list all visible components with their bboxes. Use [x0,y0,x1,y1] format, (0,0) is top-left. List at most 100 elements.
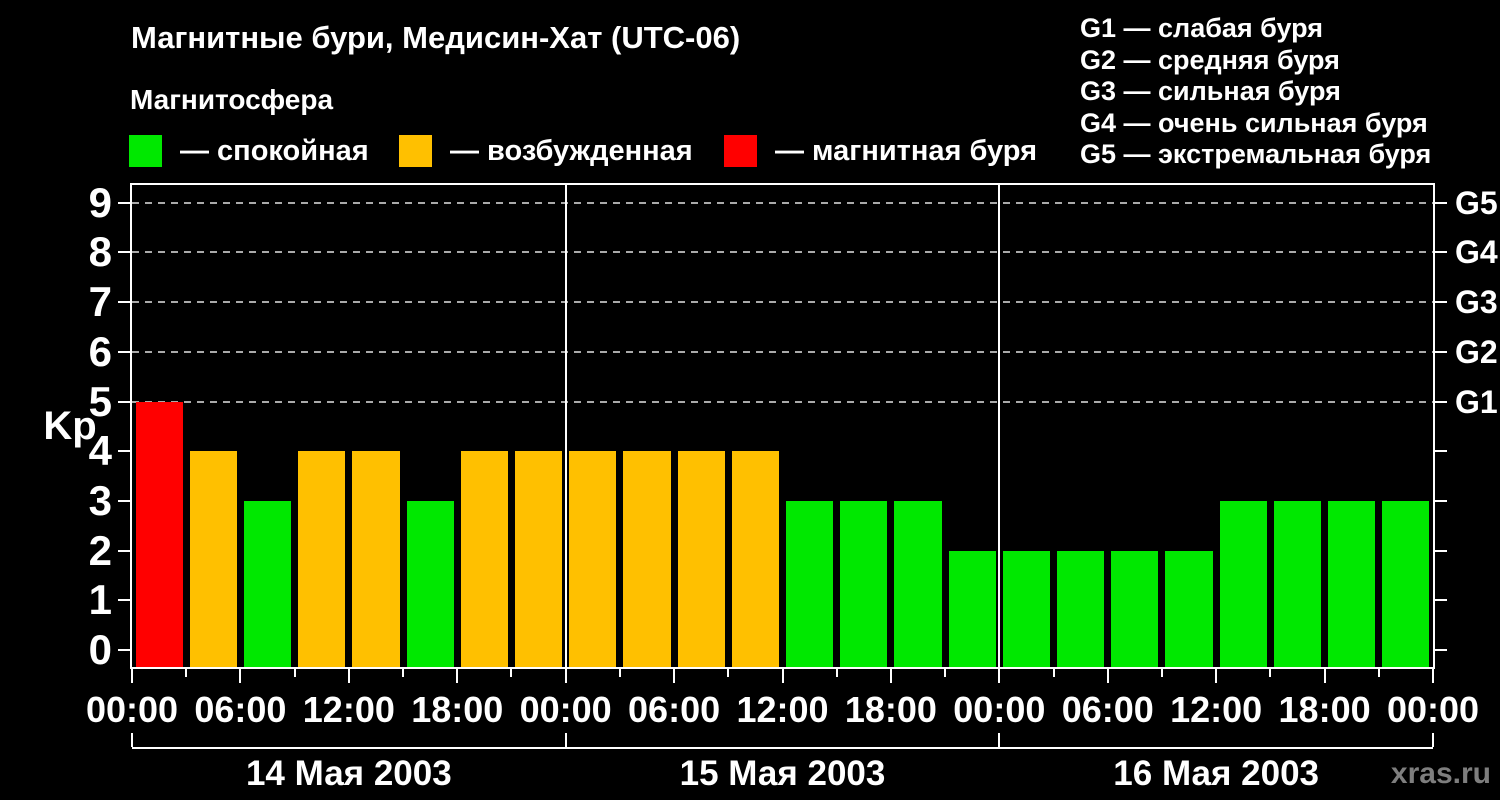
legend-item-unsettled: — возбужденная [399,135,693,167]
y-tick-right [1435,599,1447,602]
date-label: 14 Мая 2003 [245,754,452,793]
y-tick-label: 3 [88,476,112,524]
x-tick [1323,667,1326,683]
magnetosphere-label: Магнитосфера [130,84,334,115]
kp-bar [1382,500,1430,667]
y-tick-left [118,599,130,602]
gridline-kp7 [132,301,1433,304]
x-tick [1432,667,1434,683]
kp-bar [786,500,834,667]
y-tick-right [1435,301,1447,304]
kp-bar [1111,550,1159,667]
kp-bar [514,451,563,667]
y-tick-left [118,450,130,453]
y-tick-label: 7 [88,278,112,326]
gscale-line-g1: G1 — слабая буря [1080,13,1324,43]
y-tick-label: 2 [88,526,112,574]
g-level-label: G2 [1455,333,1498,370]
x-tick-label: 06:00 [1061,689,1154,730]
kp-bar [135,401,183,667]
x-tick-label: 12:00 [302,689,395,730]
y-tick-right [1435,251,1447,254]
day-separator [564,185,567,667]
x-tick-label: 18:00 [844,689,937,730]
kp-bar [1219,500,1267,667]
x-tick [510,667,513,677]
y-tick-label: 9 [88,178,112,226]
kp-bar [298,451,346,667]
x-tick [347,667,350,683]
date-label: 16 Мая 2003 [1113,754,1320,793]
legend-item-quiet: — спокойная [129,135,369,167]
y-tick-right [1435,649,1447,651]
kp-bar [460,451,508,667]
y-tick-label: 6 [88,327,112,375]
kp-bar [840,500,888,667]
kp-bar [1002,550,1051,667]
kp-bar [1328,500,1376,667]
watermark: xras.ru [1390,757,1491,790]
kp-bar [1273,500,1322,667]
y-tick-left [118,350,130,353]
x-tick-label: 12:00 [736,689,829,730]
x-tick [1269,667,1272,677]
date-bracket-tick [564,733,567,747]
x-tick-label: 00:00 [519,689,612,730]
plot-area: Kp 0 1 2 3 4 5 6 7 8 9 G1 G2 G3 G4 G5 00:00 06:00 12:00 18… [43,181,1497,791]
legend-label-unsettled: — возбужденная [450,135,693,167]
x-tick [673,667,676,683]
y-tick-right [1435,499,1447,502]
x-tick [185,667,188,677]
gscale-line-g2: G2 — средняя буря [1080,44,1340,75]
x-tick [618,667,621,677]
date-label: 15 Мая 2003 [679,754,886,793]
kp-bar [894,500,942,667]
gridline-kp9 [132,201,1433,204]
g-level-label: G4 [1455,234,1498,271]
kp-bar [1057,550,1105,667]
legend-label-quiet: — спокойная [180,135,369,167]
y-tick-left [118,251,130,254]
kp-bar [243,500,292,667]
x-tick-label: 18:00 [1278,689,1371,730]
y-tick-right [1435,549,1447,552]
kp-bar [623,451,671,667]
x-tick [1106,667,1109,683]
legend-item-storm: — магнитная буря [724,135,1037,167]
kp-bar [569,451,617,667]
x-tick [1052,667,1055,677]
kp-bar [352,451,400,667]
y-tick-right [1435,400,1447,403]
x-tick [835,667,838,677]
y-tick-left [118,201,130,204]
kp-bar [406,500,454,667]
gridline-kp5 [132,400,1433,403]
x-tick [131,667,133,683]
y-tick-right [1435,350,1447,353]
date-bracket-tick [998,733,1001,747]
day-separator [998,185,1001,667]
x-tick [781,667,784,683]
date-bracket-line [132,747,1433,749]
x-tick-label: 18:00 [411,689,504,730]
x-tick [1160,667,1163,677]
x-tick [1377,667,1380,677]
x-tick [1215,667,1218,683]
y-tick-left [118,400,130,403]
g-level-label: G3 [1455,284,1498,321]
y-tick-label: 8 [88,228,112,276]
x-tick-label: 00:00 [1386,689,1480,730]
kp-bar [677,451,725,667]
y-tick-right [1435,201,1447,204]
y-tick-label: 0 [88,626,112,673]
gscale-line-g4: G4 — очень сильная буря [1080,107,1428,138]
quiet-color-swatch [129,135,162,167]
x-tick-label: 06:00 [194,689,287,730]
gridline-kp6 [132,350,1433,353]
kp-bar [189,451,237,667]
y-tick-label: 5 [88,377,112,425]
storm-color-swatch [724,135,757,167]
x-tick [998,667,1001,683]
date-bracket-tick [131,733,133,747]
